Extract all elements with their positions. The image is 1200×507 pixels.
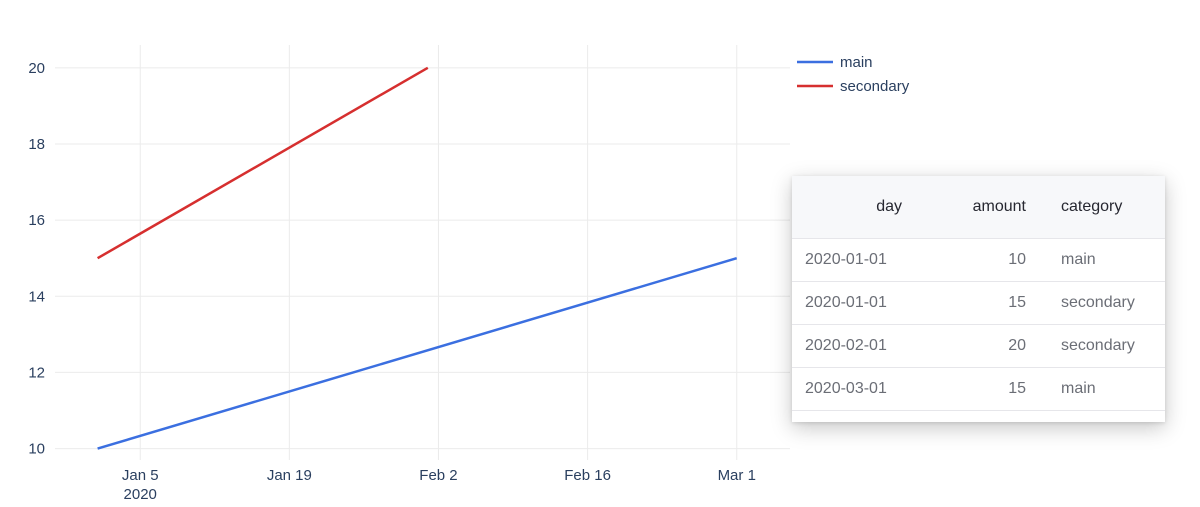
cell-amount: 15 — [916, 281, 1038, 325]
column-header-day[interactable]: day — [792, 176, 916, 239]
y-tick-label: 12 — [28, 364, 45, 381]
series-line-main — [97, 257, 738, 450]
y-tick-label: 20 — [28, 60, 45, 77]
x-tick-label: Mar 1 — [718, 467, 756, 484]
y-tick-label: 16 — [28, 212, 45, 229]
cell-amount: 15 — [916, 367, 1038, 411]
data-table-popup: day amount category 2020-01-01 10 main 2… — [792, 176, 1165, 422]
x-tick-label: Jan 19 — [267, 467, 312, 484]
x-tick-label: Feb 16 — [564, 467, 611, 484]
x-tick-sublabel: 2020 — [124, 486, 157, 503]
cell-category: main — [1038, 238, 1165, 282]
table-row: 2020-03-01 15 main — [792, 367, 1165, 411]
cell-day: 2020-03-01 — [792, 367, 916, 411]
y-tick-label: 14 — [28, 288, 45, 305]
cell-day: 2020-01-01 — [792, 238, 916, 282]
data-table: day amount category 2020-01-01 10 main 2… — [792, 176, 1165, 411]
table-row: 2020-02-01 20 secondary — [792, 324, 1165, 368]
x-tick-label: Feb 2 — [419, 467, 457, 484]
column-header-amount[interactable]: amount — [916, 176, 1038, 239]
table-row: 2020-01-01 15 secondary — [792, 281, 1165, 325]
cell-day: 2020-02-01 — [792, 324, 916, 368]
cell-amount: 10 — [916, 238, 1038, 282]
x-tick-label: Jan 5 — [122, 467, 159, 484]
legend-label-main[interactable]: main — [840, 54, 873, 71]
y-tick-label: 18 — [28, 136, 45, 153]
cell-day: 2020-01-01 — [792, 281, 916, 325]
y-tick-label: 10 — [28, 441, 45, 458]
column-header-category[interactable]: category — [1038, 176, 1165, 239]
legend-label-secondary[interactable]: secondary — [840, 78, 910, 95]
cell-category: main — [1038, 367, 1165, 411]
table-header-row: day amount category — [792, 176, 1165, 239]
cell-category: secondary — [1038, 281, 1165, 325]
cell-category: secondary — [1038, 324, 1165, 368]
cell-amount: 20 — [916, 324, 1038, 368]
table-row: 2020-01-01 10 main — [792, 238, 1165, 282]
series-line-secondary — [96, 66, 429, 260]
